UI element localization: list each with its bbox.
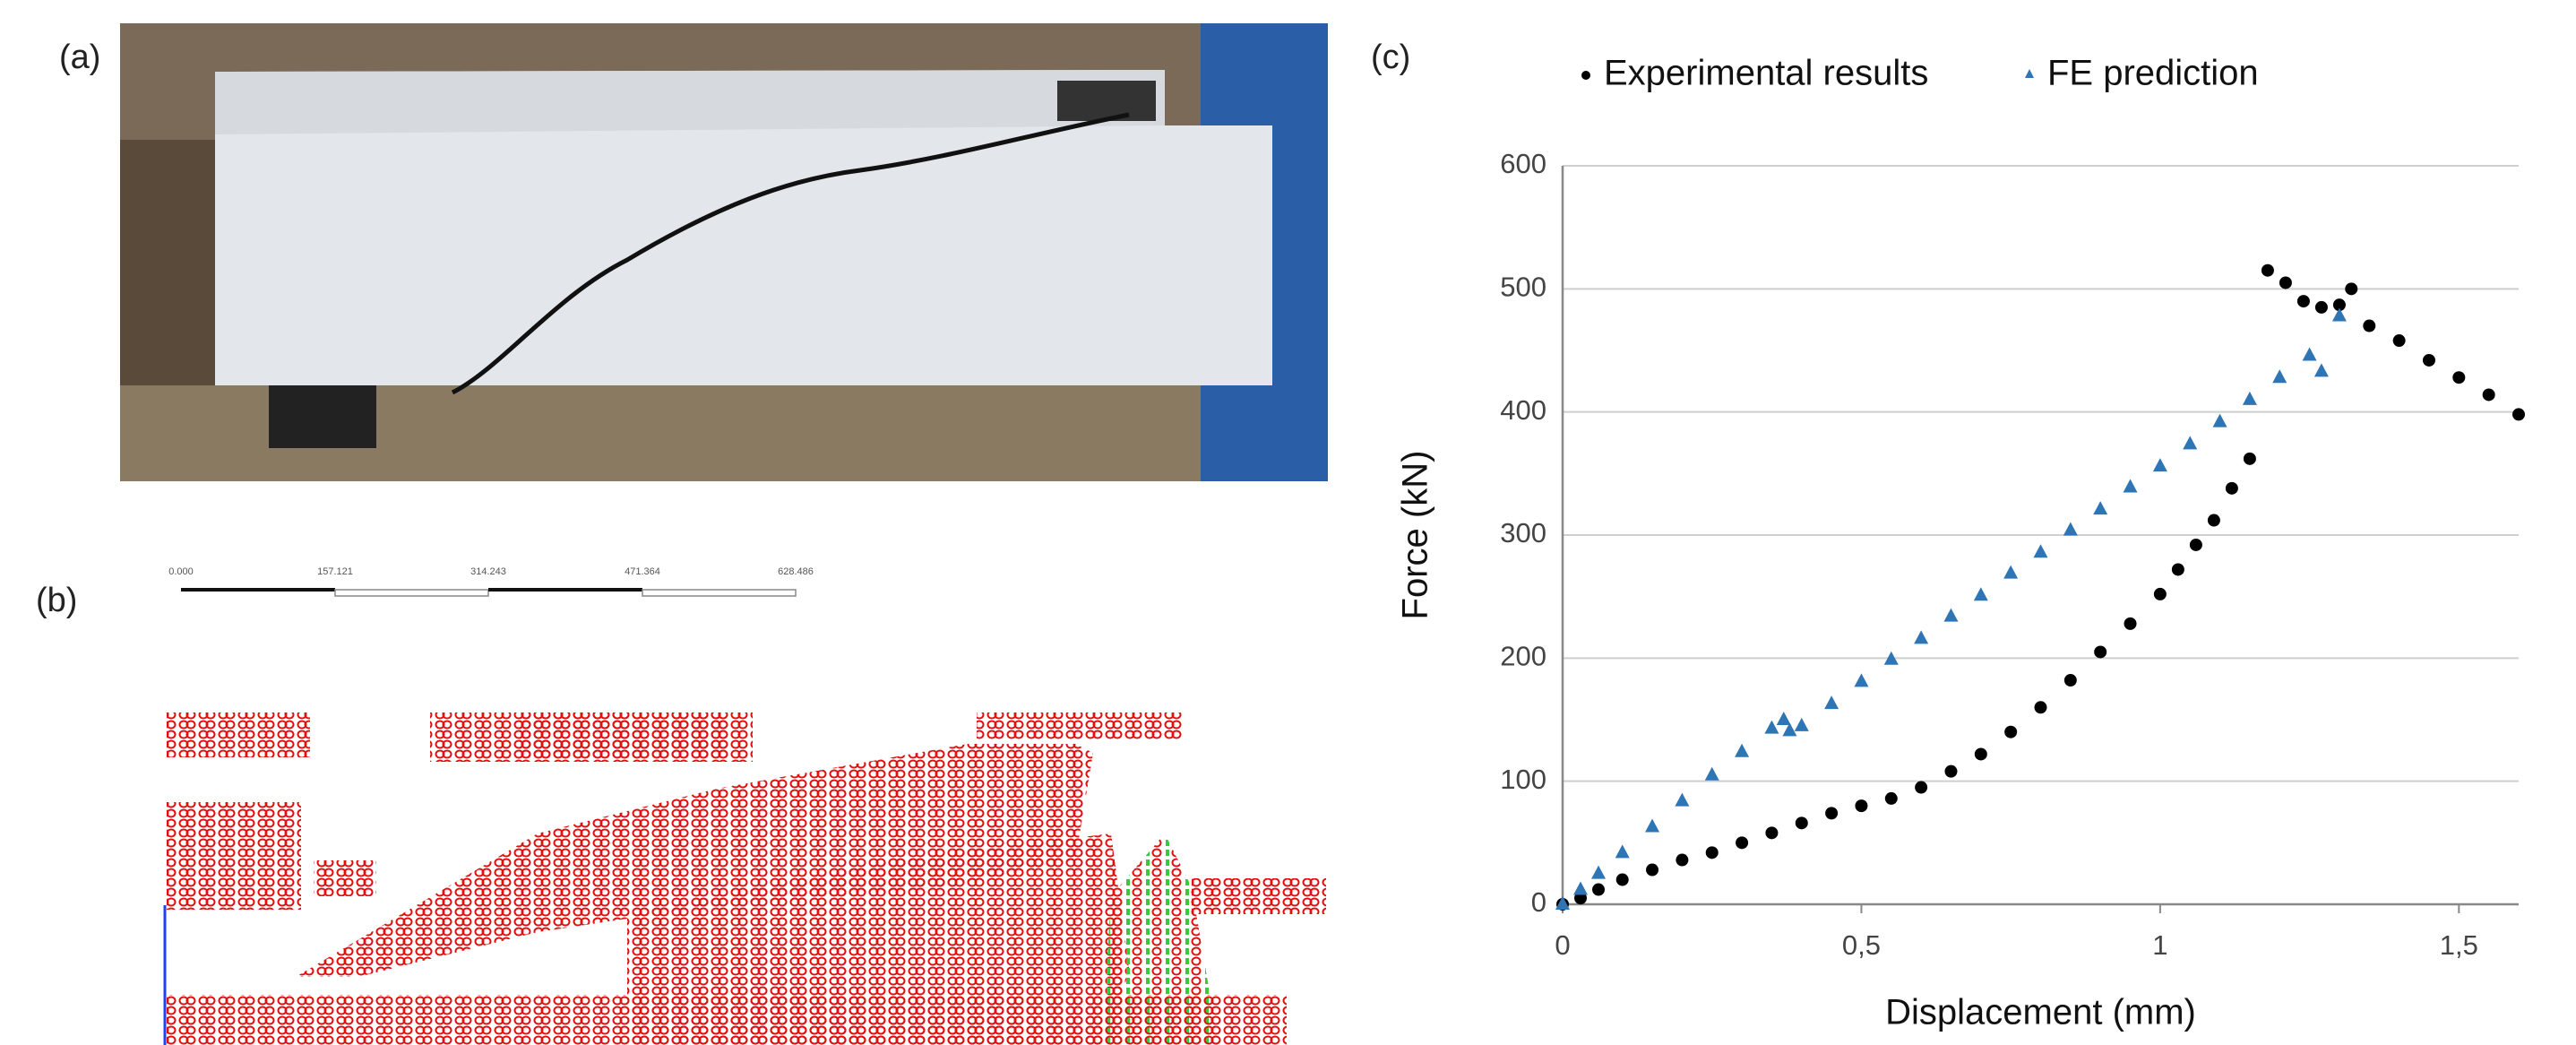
data-point — [2213, 414, 2227, 428]
chart: 0 100 200 300 400 500 600 0 0,5 1 1,5 Displacement … — [1396, 54, 2525, 1032]
data-point — [2244, 453, 2256, 465]
data-point — [2262, 264, 2274, 277]
data-point — [1795, 718, 1809, 731]
data-point — [2190, 539, 2202, 551]
scale-segment — [181, 588, 335, 592]
data-point — [1615, 844, 1630, 858]
data-point — [1974, 587, 1988, 600]
scale-bar: 0.000 157.121 314.243 471.364 628.486 — [168, 566, 814, 596]
scale-segment — [488, 588, 642, 592]
scale-label: 0.000 — [168, 566, 194, 577]
data-point — [2315, 301, 2328, 314]
figure: (a) (b) 0.000 157.121 314.243 471.364 628.48… — [0, 0, 2576, 1045]
data-point — [1975, 747, 1987, 760]
data-point — [1736, 836, 1748, 849]
data-point — [2124, 479, 2138, 492]
data-point — [2483, 388, 2495, 401]
scale-label: 314.243 — [470, 566, 506, 577]
x-tick-label: 0 — [1555, 929, 1570, 961]
data-point — [2226, 482, 2238, 495]
x-tick-label: 1,5 — [2440, 929, 2478, 961]
photo — [120, 23, 1328, 481]
x-axis-label: Displacement (mm) — [1885, 993, 2196, 1032]
data-point — [2183, 436, 2197, 449]
data-point — [1855, 799, 1867, 812]
scale-segment — [642, 590, 796, 596]
scale-label: 628.486 — [778, 566, 814, 577]
data-point — [1645, 818, 1659, 832]
data-point — [1706, 846, 1719, 859]
data-point — [1944, 765, 1957, 778]
data-point — [1573, 882, 1588, 895]
data-point — [2393, 334, 2406, 347]
data-point — [1825, 807, 1838, 819]
data-point — [2297, 295, 2310, 307]
data-point — [2003, 566, 2018, 579]
data-point — [1915, 782, 1927, 794]
data-point — [2064, 674, 2077, 687]
y-tick-label: 200 — [1500, 641, 1546, 672]
data-point — [1943, 609, 1958, 622]
data-point — [2094, 645, 2106, 658]
legend-marker — [2025, 69, 2034, 78]
y-tick-label: 0 — [1531, 886, 1546, 918]
data-point — [2154, 588, 2167, 600]
y-tick-label: 100 — [1500, 764, 1546, 795]
scale-label: 471.364 — [625, 566, 660, 577]
data-point — [1705, 767, 1719, 781]
data-point — [2332, 308, 2347, 322]
data-point — [1764, 721, 1779, 734]
data-point — [1616, 874, 1629, 886]
data-point — [2279, 276, 2292, 289]
x-tick-label: 1 — [2152, 929, 2167, 961]
data-point — [1854, 673, 1868, 687]
panel-label: (b) — [36, 582, 77, 619]
crack-plot — [165, 712, 1326, 1045]
y-axis-label: Force (kN) — [1396, 451, 1435, 620]
legend-label: Experimental results — [1604, 54, 1928, 93]
data-point — [1796, 816, 1808, 829]
data-point — [2124, 618, 2137, 630]
data-point — [1735, 744, 1749, 757]
data-point — [1824, 695, 1839, 709]
data-point — [1675, 793, 1689, 807]
data-point — [2093, 501, 2107, 514]
data-point — [2172, 563, 2184, 575]
data-point — [2423, 354, 2435, 367]
data-point — [2004, 726, 2017, 738]
data-point — [2512, 408, 2525, 420]
data-point — [1765, 826, 1778, 839]
data-point — [2063, 522, 2078, 536]
data-point — [2035, 701, 2047, 713]
data-point — [2153, 458, 2167, 471]
panel-label: (c) — [1371, 39, 1410, 76]
data-point — [1591, 866, 1606, 879]
data-point — [2208, 514, 2220, 527]
data-point — [1646, 864, 1658, 877]
y-tick-label: 600 — [1500, 148, 1546, 179]
data-point — [2034, 544, 2048, 557]
scale-label: 157.121 — [317, 566, 353, 577]
data-point — [2314, 363, 2329, 376]
y-tick-label: 400 — [1500, 394, 1546, 426]
data-point — [2363, 320, 2375, 332]
data-point — [2272, 369, 2287, 383]
data-point — [1914, 630, 1928, 643]
data-point — [2452, 371, 2465, 384]
legend-marker — [1581, 71, 1590, 80]
y-tick-label: 500 — [1500, 272, 1546, 303]
data-point — [2345, 282, 2357, 295]
data-point — [1777, 712, 1791, 725]
legend-label: FE prediction — [2047, 54, 2259, 93]
panel-label: (a) — [59, 39, 100, 76]
data-point — [1676, 854, 1688, 867]
x-tick-label: 0,5 — [1842, 929, 1881, 961]
data-point — [1592, 884, 1605, 896]
data-point — [2243, 392, 2257, 405]
y-tick-label: 300 — [1500, 517, 1546, 548]
data-point — [2303, 347, 2317, 360]
data-point — [1885, 792, 1898, 805]
scale-segment — [335, 590, 488, 596]
